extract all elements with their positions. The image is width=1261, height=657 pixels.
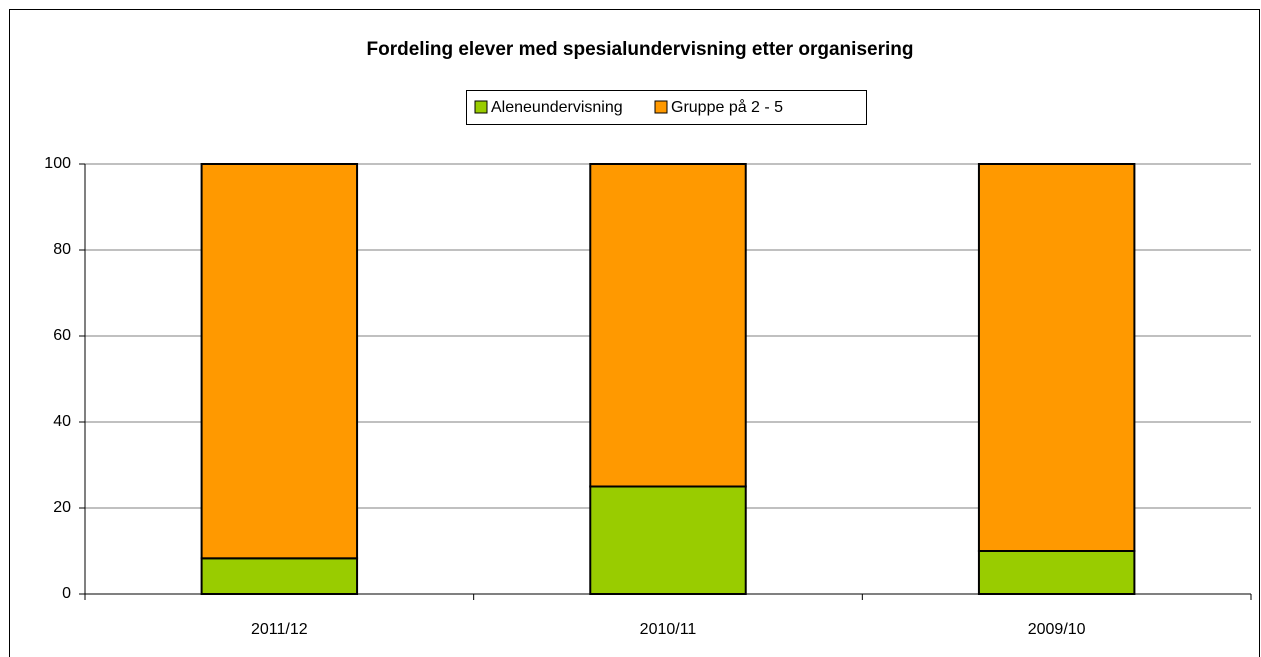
bar-segment xyxy=(589,485,747,595)
x-tick-label: 2010/11 xyxy=(640,621,697,638)
bar-segment xyxy=(977,550,1136,595)
legend-label: Gruppe på 2 - 5 xyxy=(671,98,783,116)
y-tick-label: 20 xyxy=(53,499,71,516)
y-tick-label: 100 xyxy=(44,155,71,172)
bar-segment xyxy=(200,557,359,595)
bar-segment xyxy=(589,163,747,488)
y-tick-label: 60 xyxy=(53,327,71,344)
x-tick-label: 2009/10 xyxy=(1028,621,1086,638)
y-tick-label: 80 xyxy=(53,241,71,258)
chart-title: Fordeling elever med spesialundervisning… xyxy=(367,39,914,60)
y-tick-label: 40 xyxy=(53,413,71,430)
x-tick-label: 2011/12 xyxy=(251,621,308,638)
bar-segment xyxy=(200,163,359,560)
legend-swatch xyxy=(654,100,668,114)
bar-segment xyxy=(977,163,1136,552)
y-tick-label: 0 xyxy=(62,585,71,602)
legend-swatch xyxy=(474,100,488,114)
legend-label: Aleneundervisning xyxy=(491,99,623,116)
